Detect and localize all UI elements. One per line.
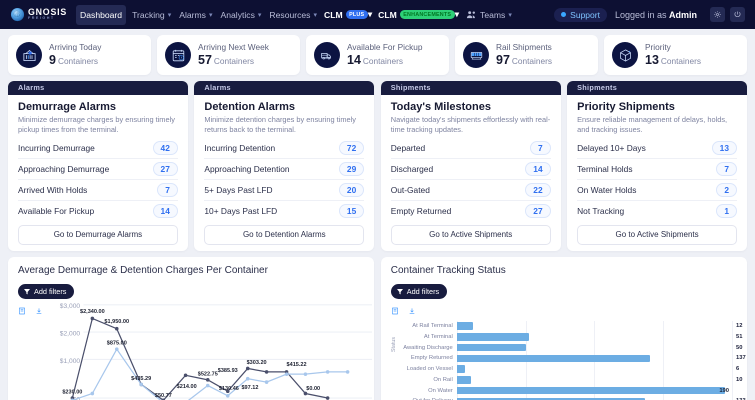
svg-text:$2,340.00: $2,340.00	[80, 308, 105, 314]
svg-text:$1,950.00: $1,950.00	[104, 319, 129, 325]
svg-text:$522.75: $522.75	[198, 371, 218, 377]
svg-text:$214.00: $214.00	[177, 383, 197, 389]
svg-text:$130.46: $130.46	[219, 386, 239, 392]
svg-text:$0.00: $0.00	[306, 386, 320, 392]
svg-text:$230.00: $230.00	[62, 389, 82, 395]
svg-text:$385.93: $385.93	[218, 368, 238, 374]
svg-text:$2,000: $2,000	[60, 330, 81, 337]
svg-text:$50.77: $50.77	[155, 393, 172, 399]
svg-text:$415.22: $415.22	[287, 362, 307, 368]
svg-text:$97.12: $97.12	[241, 385, 258, 391]
svg-text:$875.00: $875.00	[107, 340, 127, 346]
svg-text:$3,000: $3,000	[60, 303, 81, 310]
svg-text:$435.29: $435.29	[131, 376, 151, 382]
svg-text:$303.20: $303.20	[247, 360, 267, 366]
svg-text:$1,000: $1,000	[60, 357, 81, 364]
